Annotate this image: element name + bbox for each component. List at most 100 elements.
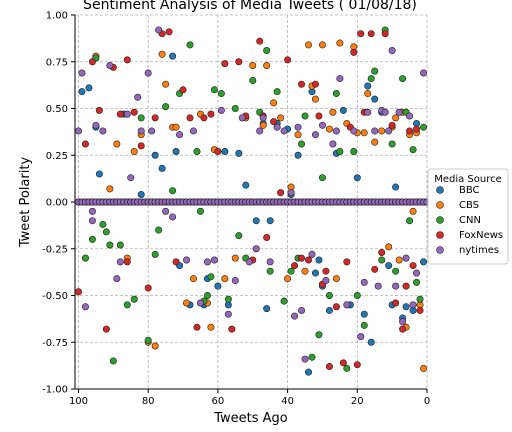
data-point-foxnews (116, 110, 124, 118)
data-point-nytimes (413, 269, 421, 277)
data-point-cnn (388, 140, 396, 148)
data-point-bbc (85, 84, 93, 92)
data-point-cnn (406, 217, 414, 225)
data-point-nytimes (189, 127, 197, 135)
data-point-cbs (392, 114, 400, 122)
data-point-cnn (249, 76, 257, 84)
data-point-cbs (263, 61, 271, 69)
data-point-cbs (189, 275, 197, 283)
data-point-bbc (252, 217, 260, 225)
data-point-nytimes (298, 306, 306, 314)
data-point-foxnews (378, 248, 386, 256)
legend-marker-bbc (436, 186, 444, 194)
data-point-cnn (287, 267, 295, 275)
data-point-nytimes (395, 108, 403, 116)
data-point-cnn (162, 103, 170, 111)
data-point-foxnews (144, 284, 152, 292)
data-point-cnn (217, 90, 225, 98)
x-tick-label: 80 (142, 396, 155, 407)
y-tick-label: 0.25 (46, 151, 68, 162)
data-point-bbc (263, 305, 271, 313)
data-point-cbs (249, 61, 257, 69)
legend-items: BBC CBS CNN FoxNews nytimes (436, 185, 503, 256)
x-tick-label: 100 (69, 396, 88, 407)
data-point-foxnews (298, 80, 306, 88)
data-point-cnn (151, 250, 159, 258)
data-point-cnn (360, 321, 368, 329)
data-point-foxnews (322, 267, 330, 275)
y-tick-label: -0.50 (42, 291, 68, 302)
y-tick-label: -0.25 (42, 244, 68, 255)
data-point-cnn (224, 295, 232, 303)
data-point-foxnews (350, 48, 358, 56)
data-point-nytimes (381, 108, 389, 116)
data-point-foxnews (137, 142, 145, 150)
data-point-cnn (343, 364, 351, 372)
data-point-cbs (183, 299, 191, 307)
data-point-cbs (420, 364, 428, 372)
data-point-nytimes (402, 254, 410, 262)
data-point-bbc (78, 88, 86, 96)
data-point-cbs (332, 275, 340, 283)
data-point-foxnews (256, 37, 264, 45)
data-point-bbc (311, 269, 319, 277)
y-tick-label: 1.00 (46, 11, 68, 22)
data-point-foxnews (102, 325, 110, 333)
y-tick-label: -0.75 (42, 338, 68, 349)
y-ticks: -1.00 -0.75 -0.50 -0.25 0.00 0.25 0.50 0.75 1.00 (42, 11, 75, 396)
data-point-cbs (113, 140, 121, 148)
data-point-cbs (325, 125, 333, 133)
data-point-bbc (402, 303, 410, 311)
legend-marker-nytimes (436, 246, 444, 254)
data-point-bbc (137, 191, 145, 199)
data-point-cnn (203, 291, 211, 299)
data-point-cnn (155, 226, 163, 234)
data-point-foxnews (381, 30, 389, 38)
data-point-cbs (301, 267, 309, 275)
data-point-bbc (151, 151, 159, 159)
data-point-bbc (221, 148, 229, 156)
data-point-bbc (242, 181, 250, 189)
data-point-cbs (231, 254, 239, 262)
data-point-foxnews (88, 58, 96, 66)
data-point-cnn (315, 331, 323, 339)
x-tick-label: 40 (281, 396, 294, 407)
y-tick-label: 0.50 (46, 104, 68, 115)
data-point-cnn (392, 267, 400, 275)
data-point-cnn (235, 232, 243, 240)
y-tick-label: -1.00 (42, 385, 68, 396)
data-point-cnn (409, 146, 417, 154)
data-point-foxnews (228, 325, 236, 333)
data-point-nytimes (123, 110, 131, 118)
data-point-nytimes (148, 127, 156, 135)
data-point-nytimes (127, 174, 135, 182)
data-point-cbs (311, 95, 319, 103)
data-point-foxnews (416, 306, 424, 314)
data-point-nytimes (144, 69, 152, 77)
y-tick-label: 0.00 (46, 198, 68, 209)
data-point-cbs (172, 123, 180, 131)
data-point-cnn (231, 105, 239, 113)
data-point-foxnews (315, 112, 323, 120)
data-point-foxnews (270, 118, 278, 126)
data-point-cbs (360, 129, 368, 137)
data-point-nytimes (99, 127, 107, 135)
data-point-foxnews (399, 325, 407, 333)
data-point-cnn (371, 67, 379, 75)
data-point-cnn (378, 256, 386, 264)
data-point-nytimes (343, 301, 351, 309)
data-point-nytimes (155, 26, 163, 34)
data-point-cnn (353, 291, 361, 299)
legend-label-cbs: CBS (459, 200, 479, 211)
data-point-nytimes (217, 106, 225, 114)
data-point-cnn (109, 357, 117, 365)
data-point-nytimes (308, 250, 316, 258)
y-tick-label: 0.75 (46, 57, 68, 68)
data-point-cnn (210, 86, 218, 94)
data-point-foxnews (277, 189, 285, 197)
y-axis-label: Tweet Polarity (18, 157, 33, 249)
data-point-cbs (385, 243, 393, 251)
data-point-nytimes (336, 75, 344, 83)
data-point-nytimes (196, 299, 204, 307)
